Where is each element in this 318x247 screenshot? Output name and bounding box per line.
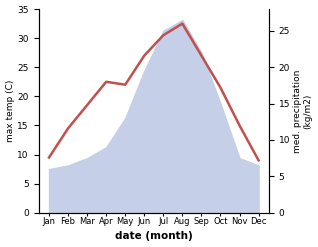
X-axis label: date (month): date (month) bbox=[115, 231, 193, 242]
Y-axis label: med. precipitation
(kg/m2): med. precipitation (kg/m2) bbox=[293, 69, 313, 153]
Y-axis label: max temp (C): max temp (C) bbox=[5, 80, 15, 142]
